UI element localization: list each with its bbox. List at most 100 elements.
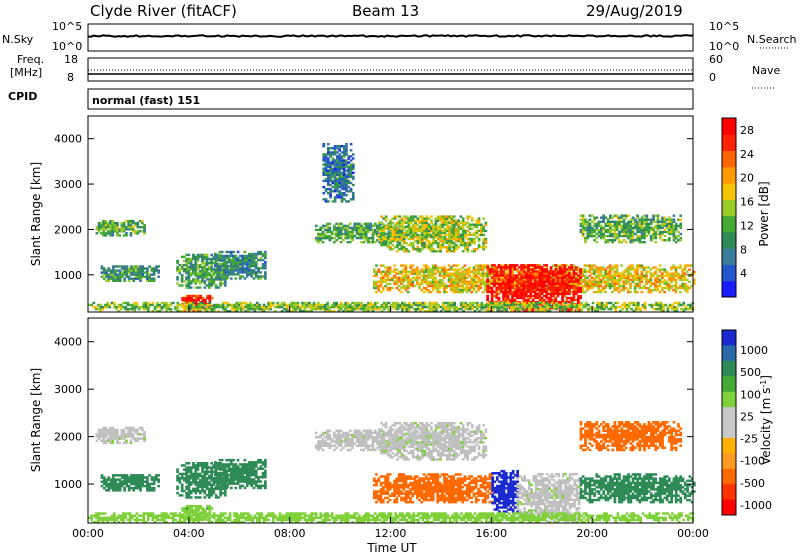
power-echo-cell	[490, 298, 494, 302]
power-echo-cell	[658, 290, 662, 294]
power-echo-cell	[591, 301, 595, 305]
power-echo-cell	[586, 220, 590, 223]
power-echo-cell	[536, 278, 539, 282]
power-echo-cell	[518, 296, 521, 300]
power-echo-cell	[346, 234, 350, 238]
power-echo-cell	[613, 284, 616, 288]
power-echo-cell	[672, 288, 675, 292]
power-echo-cell	[400, 290, 403, 294]
power-echo-cell	[389, 248, 392, 251]
power-echo-cell	[455, 227, 458, 230]
power-echo-cell	[436, 280, 440, 284]
power-echo-cell	[192, 294, 196, 298]
power-echo-cell	[680, 303, 683, 307]
power-echo-cell	[405, 310, 409, 313]
power-echo-cell	[674, 290, 678, 294]
power-echo-cell	[463, 280, 467, 284]
power-echo-cell	[554, 270, 558, 273]
power-echo-cell	[198, 265, 202, 269]
power-echo-cell	[418, 227, 422, 230]
power-echo-cell	[100, 228, 103, 231]
power-echo-cell	[455, 248, 458, 251]
power-echo-cell	[393, 215, 397, 218]
power-echo-cell	[666, 310, 670, 313]
power-echo-cell	[477, 270, 480, 273]
power-echo-cell	[565, 270, 569, 273]
power-echo-cell	[627, 288, 630, 292]
power-echo-cell	[205, 268, 209, 271]
power-echo-cell	[427, 266, 430, 269]
power-echo-cell	[495, 286, 499, 289]
power-echo-cell	[499, 286, 503, 289]
power-echo-cell	[451, 303, 454, 307]
power-echo-cell	[358, 307, 361, 311]
power-echo-cell	[556, 272, 560, 275]
power-echo-cell	[116, 228, 119, 231]
power-echo-cell	[396, 231, 399, 235]
power-echo-cell	[461, 284, 464, 288]
power-echo-cell	[240, 310, 243, 313]
power-echo-cell	[622, 224, 626, 228]
power-echo-cell	[351, 236, 354, 240]
power-echo-cell	[452, 229, 456, 233]
power-echo-cell	[250, 275, 253, 278]
power-echo-cell	[570, 298, 573, 302]
power-echo-cell	[364, 305, 368, 309]
power-echo-cell	[602, 268, 605, 271]
power-echo-cell	[684, 307, 688, 311]
power-echo-cell	[549, 278, 553, 282]
power-echo-cell	[553, 307, 556, 311]
power-echo-cell	[377, 286, 381, 290]
power-echo-cell	[479, 286, 483, 290]
power-echo-cell	[668, 303, 672, 307]
power-echo-cell	[481, 266, 485, 269]
power-echo-cell	[468, 243, 472, 247]
power-echo-cell	[243, 277, 247, 280]
power-echo-cell	[455, 307, 459, 311]
power-echo-cell	[241, 254, 244, 258]
power-echo-cell	[683, 264, 687, 267]
power-echo-cell	[450, 280, 453, 284]
power-echo-cell	[217, 303, 220, 307]
power-echo-cell	[344, 226, 348, 230]
power-echo-cell	[629, 272, 632, 275]
power-echo-cell	[122, 224, 126, 227]
power-echo-cell	[461, 266, 464, 269]
power-echo-cell	[466, 215, 470, 218]
nsearch-tick-high: 10^5	[709, 20, 739, 33]
power-echo-cell	[522, 286, 526, 289]
power-echo-cell	[129, 224, 133, 227]
power-echo-cell	[459, 280, 462, 284]
power-echo-cell	[326, 236, 329, 240]
power-echo-cell	[683, 288, 687, 292]
power-echo-cell	[106, 221, 110, 225]
power-echo-cell	[248, 273, 251, 276]
power-echo-cell	[384, 225, 388, 228]
power-echo-cell	[422, 290, 426, 294]
power-echo-cell	[232, 250, 235, 254]
power-echo-cell	[682, 301, 686, 305]
power-echo-cell	[436, 282, 440, 286]
power-echo-cell	[443, 276, 446, 279]
power-echo-cell	[549, 274, 553, 277]
power-echo-cell	[348, 303, 352, 307]
power-echo-cell	[328, 230, 332, 234]
power-echo-cell	[573, 303, 577, 307]
power-echo-cell	[461, 235, 465, 239]
power-echo-cell	[672, 284, 675, 288]
power-echo-cell	[450, 278, 453, 282]
power-echo-cell	[416, 219, 420, 222]
power-echo-cell	[454, 288, 458, 292]
power-echo-cell	[663, 274, 666, 277]
power-echo-cell	[176, 276, 179, 279]
power-echo-cell	[479, 282, 483, 286]
power-echo-cell	[638, 230, 642, 234]
power-echo-cell	[439, 231, 442, 235]
power-echo-cell	[670, 274, 673, 277]
power-echo-cell	[504, 282, 508, 285]
power-echo-cell	[416, 276, 419, 279]
power-echo-cell	[561, 294, 564, 298]
power-echo-cell	[221, 307, 225, 311]
power-echo-cell	[513, 284, 517, 287]
power-echo-cell	[443, 274, 446, 277]
